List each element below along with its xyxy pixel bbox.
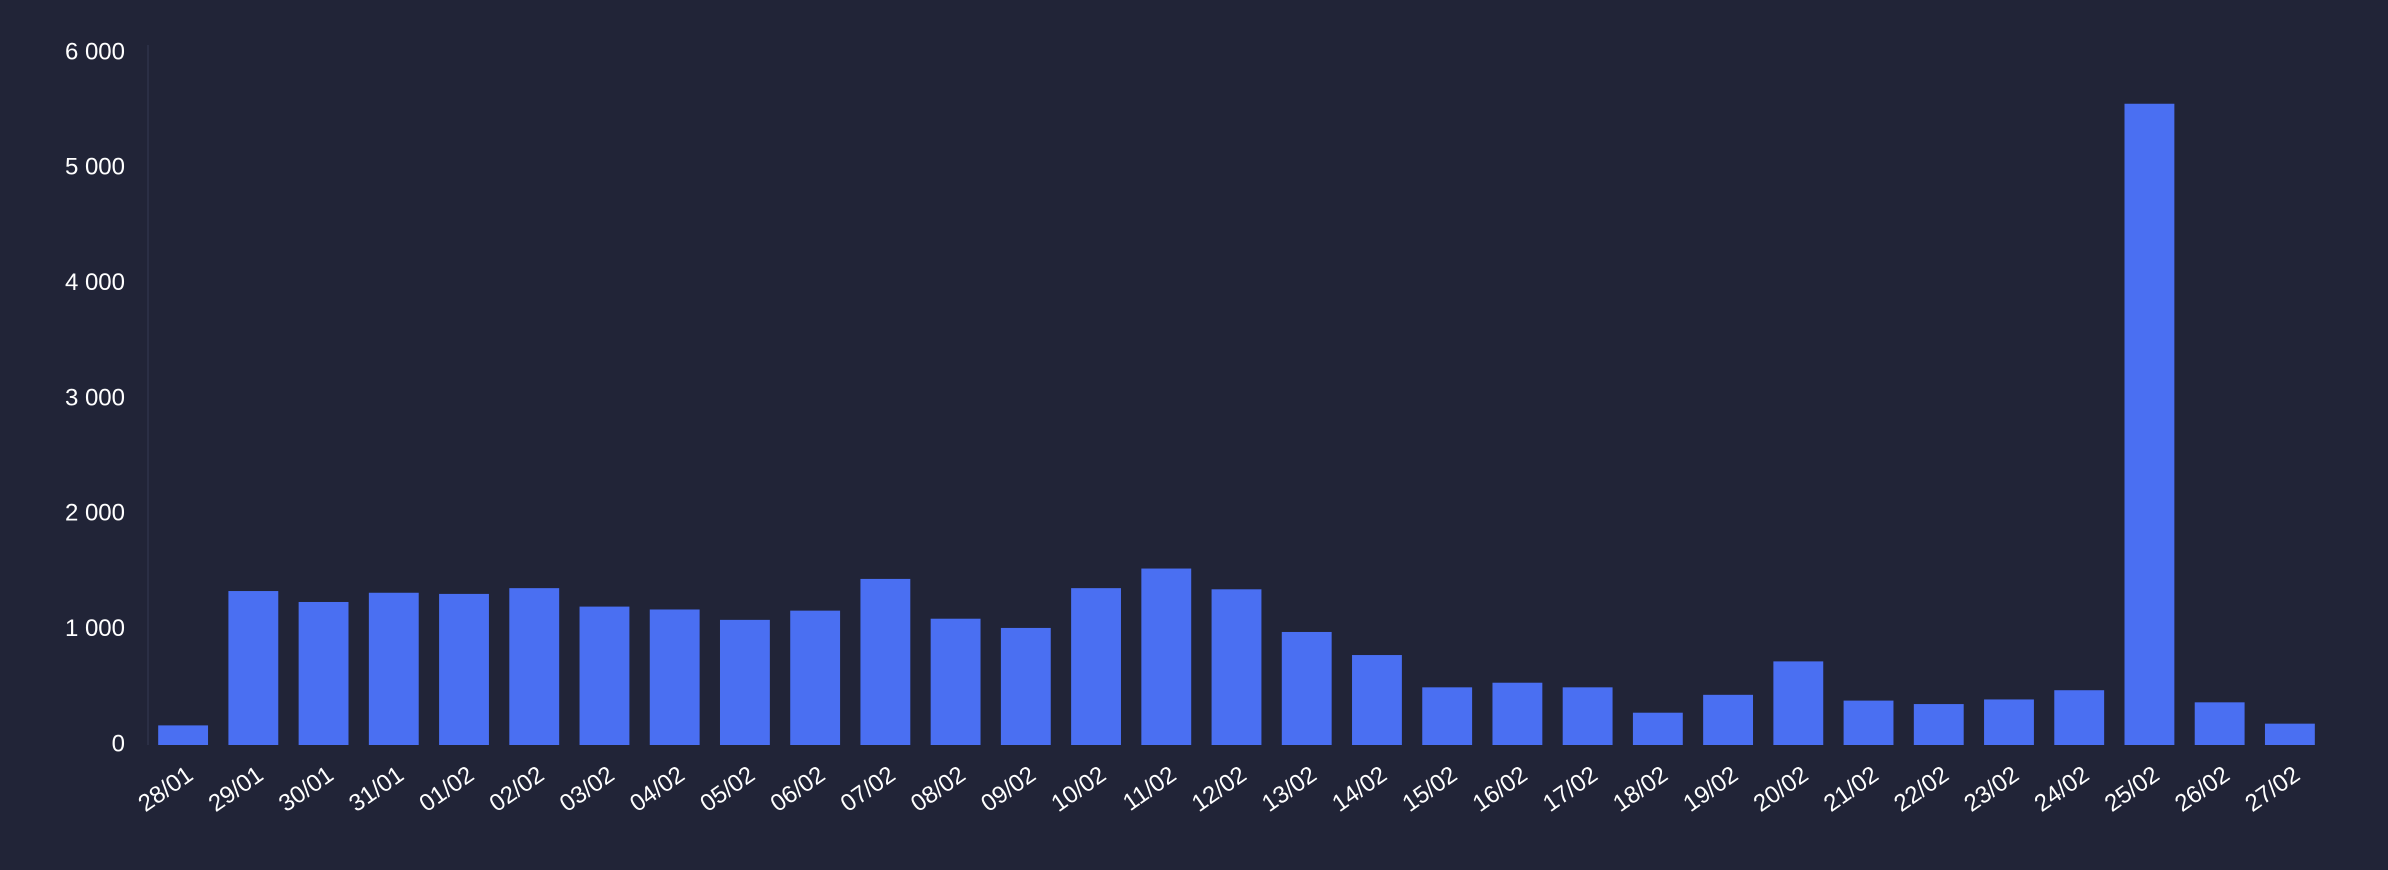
bar — [649, 609, 700, 745]
bar — [1562, 687, 1613, 745]
bar — [1422, 687, 1473, 745]
bar — [158, 725, 209, 745]
bar — [439, 593, 489, 745]
bar — [509, 588, 560, 745]
bar — [1281, 631, 1332, 745]
bar — [719, 619, 770, 745]
bar — [2054, 690, 2105, 745]
bar — [2194, 702, 2245, 745]
y-tick-label: 4 000 — [65, 269, 125, 296]
bar — [1773, 661, 1824, 745]
bar — [1211, 589, 1262, 745]
bar — [228, 591, 279, 745]
bar — [1492, 682, 1543, 745]
bar — [1000, 627, 1051, 745]
y-tick-label: 0 — [112, 730, 125, 757]
bar — [1984, 699, 2034, 745]
bar — [1843, 700, 1894, 745]
y-tick-label: 2 000 — [65, 500, 125, 527]
bar — [790, 610, 841, 745]
bar — [1913, 704, 1964, 745]
bar — [2124, 103, 2175, 746]
bar — [298, 601, 349, 745]
y-tick-label: 1 000 — [65, 615, 125, 642]
y-tick-label: 3 000 — [65, 384, 125, 411]
bar — [1352, 655, 1402, 745]
bar — [368, 592, 419, 745]
bar — [930, 618, 981, 745]
bar — [1071, 588, 1121, 745]
bar — [579, 606, 630, 745]
bar — [1632, 712, 1683, 745]
bar — [1141, 568, 1192, 745]
y-tick-label: 5 000 — [65, 154, 125, 181]
bar — [1703, 694, 1754, 745]
bar — [2264, 723, 2315, 745]
y-tick-label: 6 000 — [65, 38, 125, 65]
bar — [860, 578, 911, 745]
